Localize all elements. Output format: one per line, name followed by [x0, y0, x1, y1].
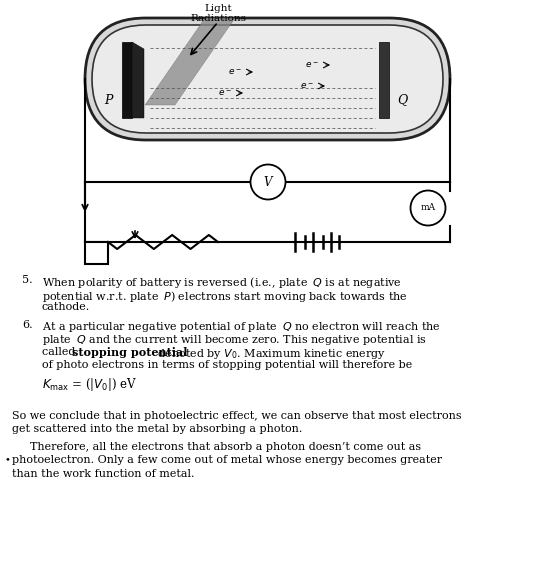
Text: When polarity of battery is reversed (i.e., plate  $Q$ is at negative: When polarity of battery is reversed (i.… [42, 275, 402, 290]
Text: $e^-$: $e^-$ [228, 67, 242, 77]
Text: of photo electrons in terms of stopping potential will therefore be: of photo electrons in terms of stopping … [42, 360, 412, 370]
Text: V: V [264, 175, 272, 189]
Text: So we conclude that in photoelectric effect, we can observe that most electrons: So we conclude that in photoelectric eff… [12, 411, 462, 420]
Text: cathode.: cathode. [42, 302, 90, 312]
Text: photoelectron. Only a few come out of metal whose energy becomes greater: photoelectron. Only a few come out of me… [12, 455, 442, 465]
Text: Therefore, all the electrons that absorb a photon doesn’t come out as: Therefore, all the electrons that absorb… [30, 442, 421, 451]
Text: plate  $Q$ and the current will become zero. This negative potential is: plate $Q$ and the current will become ze… [42, 333, 427, 347]
Text: mA: mA [420, 204, 436, 213]
Text: called: called [42, 347, 79, 356]
Text: At a particular negative potential of plate  $Q$ no electron will reach the: At a particular negative potential of pl… [42, 320, 441, 334]
Text: $e^-$: $e^-$ [300, 81, 314, 91]
Circle shape [410, 190, 446, 225]
Polygon shape [145, 18, 235, 105]
Text: P: P [104, 94, 112, 106]
Text: potential w.r.t. plate  $P$) electrons start moving back towards the: potential w.r.t. plate $P$) electrons st… [42, 289, 408, 304]
Circle shape [251, 164, 285, 200]
Text: $K_\mathrm{max}$ = (|$V_0$|) eV: $K_\mathrm{max}$ = (|$V_0$|) eV [42, 375, 137, 393]
Text: get scattered into the metal by absorbing a photon.: get scattered into the metal by absorbin… [12, 424, 302, 434]
Polygon shape [132, 42, 144, 118]
Text: $e^-$: $e^-$ [305, 60, 319, 70]
Bar [122, 42, 132, 118]
FancyBboxPatch shape [92, 25, 443, 133]
Text: 6.: 6. [22, 320, 33, 329]
Text: stopping potential: stopping potential [72, 347, 187, 358]
FancyBboxPatch shape [85, 18, 450, 140]
Text: 5.: 5. [22, 275, 33, 285]
Text: denoted by $V_0$. Maximum kinetic energy: denoted by $V_0$. Maximum kinetic energy [154, 347, 386, 361]
Text: Light
Radiations: Light Radiations [190, 4, 246, 24]
Text: Q: Q [397, 94, 407, 106]
Text: than the work function of metal.: than the work function of metal. [12, 469, 195, 478]
Text: •: • [4, 455, 10, 464]
Bar [379, 42, 389, 118]
Text: $e^-$: $e^-$ [218, 88, 232, 98]
Bar [85, 242, 108, 264]
